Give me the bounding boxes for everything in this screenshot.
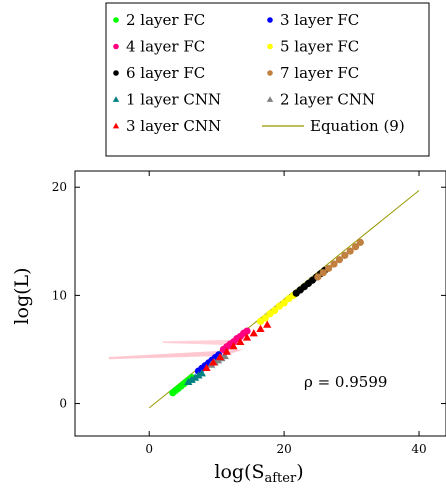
point-1-layer-cnn — [184, 377, 193, 386]
series-4-layer-fc — [219, 327, 251, 354]
legend-marker — [267, 70, 273, 76]
point-7-layer-fc — [346, 247, 354, 255]
series-3-layer-cnn — [202, 320, 272, 371]
point-3-layer-cnn — [256, 324, 265, 333]
legend-item-2-layer-fc: 2 layer FC — [113, 11, 205, 29]
data-points — [169, 238, 364, 397]
legend-label: 2 layer FC — [126, 11, 205, 29]
series-5-layer-fc — [256, 291, 298, 325]
point-5-layer-fc — [271, 306, 279, 315]
axis-ticks: 0 20 40 0 10 20 — [52, 171, 446, 456]
y-tick-label: 10 — [52, 288, 67, 302]
point-7-layer-fc — [319, 269, 327, 277]
legend-label: 2 layer CNN — [280, 91, 375, 109]
plot-frame — [74, 170, 446, 437]
y-tick-label: 20 — [52, 180, 67, 194]
x-axis-label: log(Safter) — [214, 461, 303, 486]
legend-marker — [267, 17, 273, 23]
point-7-layer-fc — [341, 251, 349, 259]
legend-box — [105, 2, 430, 157]
legend-label: 7 layer FC — [280, 64, 359, 82]
point-1-layer-cnn — [197, 369, 206, 377]
point-7-layer-fc — [330, 260, 338, 268]
legend-marker — [112, 122, 120, 129]
legend: 2 layer FC 3 layer FC 4 layer FC 5 layer FC… — [105, 2, 430, 157]
legend-label: 5 layer FC — [280, 38, 359, 56]
legend-label: 3 layer FC — [280, 11, 359, 29]
legend-label: 1 layer CNN — [126, 91, 221, 109]
point-3-layer-cnn — [263, 320, 272, 328]
point-5-layer-fc — [261, 314, 269, 322]
legend-marker — [267, 43, 273, 50]
point-1-layer-cnn — [194, 371, 203, 379]
point-7-layer-fc — [352, 243, 360, 251]
point-3-layer-cnn — [229, 342, 238, 350]
legend-item-5-layer-fc: 5 layer FC — [267, 38, 359, 56]
point-7-layer-fc — [335, 256, 344, 264]
legend-marker — [113, 43, 119, 50]
legend-label: 3 layer CNN — [126, 117, 221, 135]
legend-marker — [266, 96, 274, 102]
point-3-layer-cnn — [222, 347, 231, 355]
point-3-layer-cnn — [236, 337, 245, 346]
point-7-layer-fc — [356, 238, 364, 246]
legend-item-3-layer-cnn: 3 layer CNN — [112, 117, 221, 135]
legend-item-4-layer-fc: 4 layer FC — [113, 38, 205, 56]
x-tick-label: 20 — [276, 442, 291, 456]
legend-item-6-layer-fc: 6 layer FC — [113, 64, 205, 82]
legend-item-7-layer-fc: 7 layer FC — [267, 64, 359, 82]
legend-item-1-layer-cnn: 1 layer CNN — [112, 91, 221, 109]
legend-item-3-layer-fc: 3 layer FC — [267, 11, 359, 29]
x-tick-label: 40 — [411, 442, 426, 456]
point-3-layer-cnn — [202, 363, 211, 371]
point-3-layer-cnn — [249, 329, 258, 337]
series-7-layer-fc — [314, 238, 364, 281]
point-7-layer-fc — [325, 264, 333, 272]
point-3-layer-cnn — [209, 358, 218, 366]
legend-item-2-layer-cnn: 2 layer CNN — [266, 91, 375, 109]
series-1-layer-cnn — [184, 369, 206, 386]
point-4-layer-fc — [243, 327, 251, 335]
point-7-layer-fc — [314, 273, 322, 281]
legend-item-equation-9: Equation (9) — [262, 117, 405, 135]
confidence-band-1 — [108, 349, 244, 360]
confidence-band-2 — [162, 339, 237, 346]
equation-line-layer — [148, 190, 420, 409]
y-axis-label: log(L) — [11, 267, 33, 324]
x-tick-label: 0 — [145, 442, 153, 456]
annotation-rho: ρ = 0.9599 — [304, 373, 387, 391]
legend-label: Equation (9) — [310, 117, 405, 135]
point-1-layer-cnn — [190, 373, 200, 381]
point-3-layer-cnn — [215, 352, 225, 361]
point-1-layer-cnn — [187, 375, 196, 383]
y-tick-label: 0 — [59, 397, 67, 411]
confidence-bands — [108, 339, 244, 360]
legend-marker — [113, 70, 119, 76]
point-3-layer-cnn — [242, 333, 252, 341]
point-2-layer-cnn — [220, 351, 229, 360]
legend-marker — [112, 96, 120, 102]
legend-label: 6 layer FC — [126, 64, 205, 82]
point-5-layer-fc — [280, 299, 288, 307]
equation-9-line — [148, 190, 420, 409]
legend-marker — [113, 17, 119, 23]
legend-label: 4 layer FC — [126, 38, 205, 56]
